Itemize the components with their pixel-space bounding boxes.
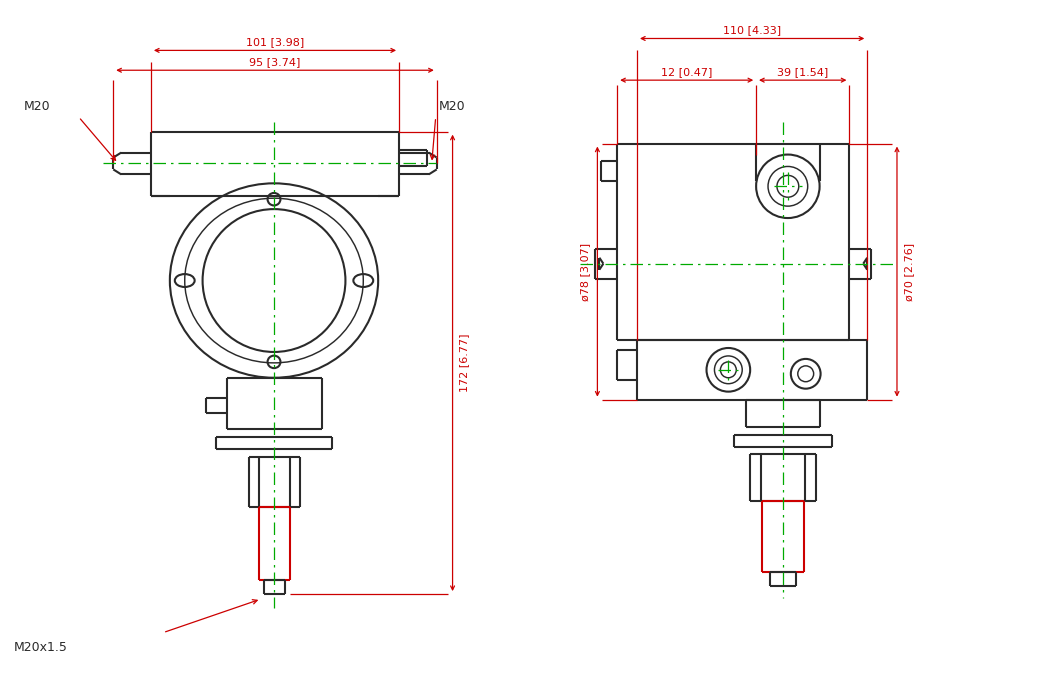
Text: 172 [6.77]: 172 [6.77] — [459, 334, 470, 392]
Text: 12 [0.47]: 12 [0.47] — [661, 67, 712, 77]
Text: 101 [3.98]: 101 [3.98] — [246, 37, 304, 47]
Text: 110 [4.33]: 110 [4.33] — [723, 26, 781, 35]
Text: M20: M20 — [438, 101, 465, 113]
Text: 95 [3.74]: 95 [3.74] — [249, 58, 300, 67]
Text: 39 [1.54]: 39 [1.54] — [777, 67, 828, 77]
Text: M20: M20 — [24, 101, 50, 113]
Text: M20x1.5: M20x1.5 — [14, 641, 68, 654]
Text: ø70 [2.76]: ø70 [2.76] — [904, 242, 914, 301]
Text: ø78 [3.07]: ø78 [3.07] — [581, 242, 590, 301]
